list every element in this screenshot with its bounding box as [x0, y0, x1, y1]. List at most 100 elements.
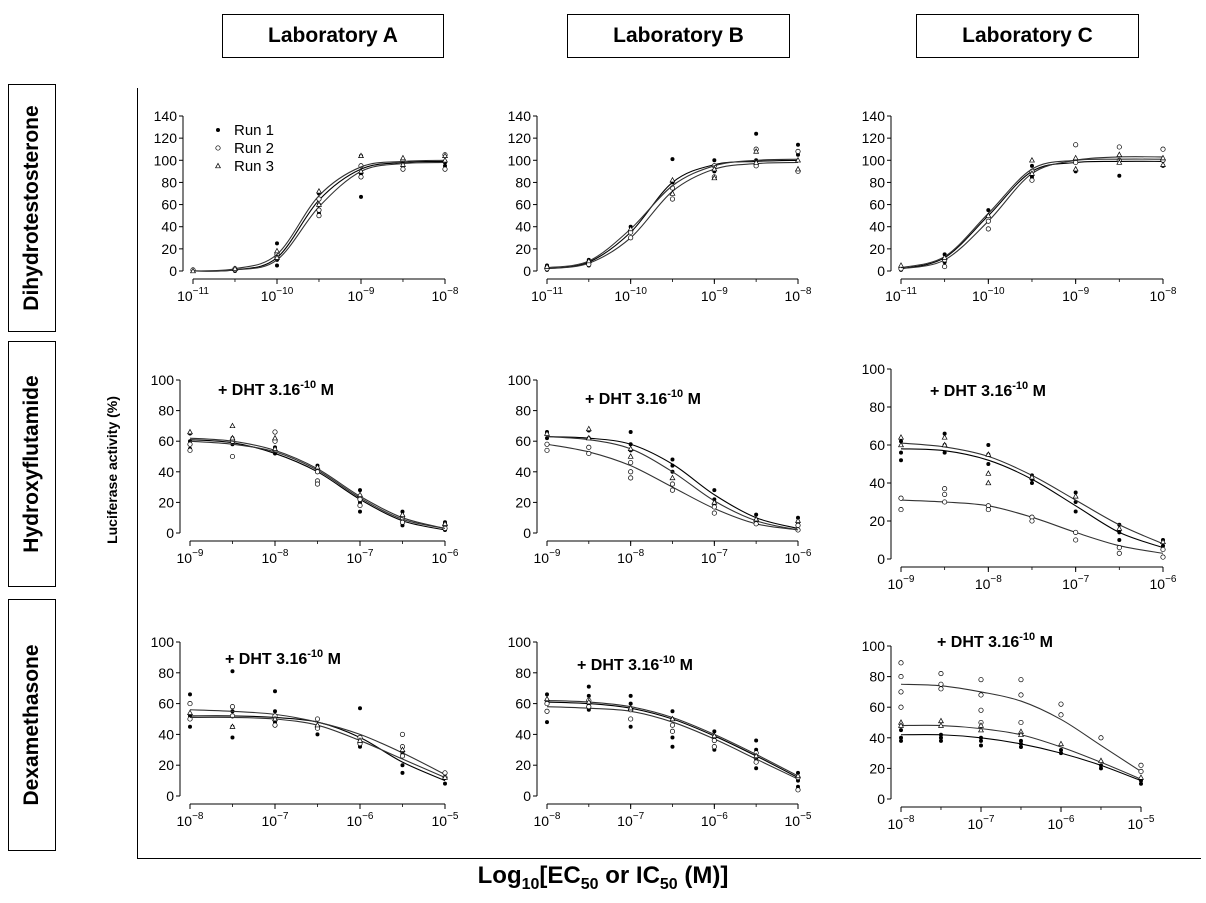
panel-dihydrotestosterone-b: 0 20 40 60 80 100 120 140 10−11 10−10 10−9 10−8 [508, 108, 812, 304]
row-header-hydroxyflutamide: Hydroxyflutamide [8, 341, 56, 587]
data-point-run-3 [1160, 154, 1166, 161]
data-point-run-2 [1029, 177, 1035, 183]
data-point-run-2 [985, 226, 991, 232]
data-point-run-2 [442, 166, 448, 172]
data-point-run-1 [358, 509, 362, 514]
fit-curve-run-1 [546, 159, 799, 270]
y-tick-label: 40 [161, 219, 177, 235]
data-point-run-1 [628, 693, 633, 698]
data-point-run-1 [899, 738, 903, 743]
data-point-run-3 [399, 511, 406, 517]
x-tick-label: 10−7 [1062, 574, 1089, 592]
data-point-run-2 [1160, 546, 1166, 553]
row-header-dihydrotestosterone: Dihydrotestosterone [8, 84, 56, 332]
data-point-run-2 [544, 701, 550, 707]
data-point-run-1 [712, 729, 717, 734]
fit-curve-run-1 [546, 701, 799, 779]
data-point-run-1 [670, 744, 675, 749]
data-point-run-1 [628, 430, 633, 435]
data-point-run-2 [316, 207, 322, 213]
data-point-run-1 [899, 450, 903, 455]
figure-frame-bottom [137, 858, 1201, 859]
data-point-run-3 [585, 434, 592, 441]
panel-dexamethasone-b: 0 20 40 60 80 100 10−8 10−7 10−6 10−5 + DHT 3.16-1… [508, 634, 812, 829]
data-point-run-2 [795, 787, 801, 793]
data-point-run-3 [985, 470, 992, 476]
y-tick-label: 100 [508, 634, 532, 650]
x-tick-label: 10−6 [432, 548, 459, 566]
data-point-run-3 [669, 715, 676, 722]
data-point-run-3 [585, 698, 592, 705]
y-tick-label: 20 [515, 757, 531, 773]
x-tick-label: 10−9 [888, 574, 915, 592]
data-point-run-3 [357, 491, 363, 497]
data-point-run-3 [442, 520, 448, 526]
data-point-run-1 [1018, 744, 1023, 749]
y-tick-label: 0 [169, 263, 177, 279]
y-tick-label: 60 [515, 696, 531, 712]
data-point-run-2 [1073, 529, 1079, 535]
x-tick-label: 10−6 [701, 811, 728, 829]
data-point-run-3 [231, 265, 238, 271]
y-tick-label: 20 [161, 241, 177, 257]
x-tick-label: 10−11 [531, 286, 563, 304]
data-point-run-2 [753, 759, 759, 765]
data-point-run-2 [795, 148, 801, 154]
data-point-run-2 [400, 166, 406, 172]
legend-label: Run 3 [234, 158, 274, 175]
data-point-run-3 [1072, 165, 1079, 172]
data-point-run-2 [711, 738, 717, 744]
y-tick-label: 120 [154, 130, 178, 146]
data-point-run-3 [753, 752, 760, 759]
data-point-run-1 [942, 450, 947, 455]
data-point-run-2 [1138, 768, 1144, 775]
data-point-run-1 [754, 738, 759, 743]
data-point-run-3 [711, 732, 718, 739]
data-point-run-3 [898, 434, 904, 440]
figure-frame-left [137, 88, 138, 858]
data-point-run-3 [314, 721, 321, 728]
data-point-run-1 [188, 692, 192, 697]
y-tick-label: 80 [515, 174, 531, 190]
data-point-run-2 [669, 487, 676, 493]
data-point-run-3 [1160, 161, 1166, 167]
data-point-run-2 [1116, 144, 1122, 150]
data-point-run-1 [230, 735, 235, 740]
data-point-run-1 [586, 684, 591, 689]
data-point-run-1 [670, 463, 675, 468]
x-tick-label: 10−9 [348, 286, 375, 304]
dht-annotation: + DHT 3.16-10 M [225, 648, 341, 668]
data-point-run-3 [1017, 731, 1024, 737]
data-point-run-2 [795, 522, 801, 528]
data-point-run-1 [1073, 509, 1078, 514]
data-point-run-1 [712, 158, 717, 163]
data-point-run-2 [711, 744, 717, 750]
data-point-run-1 [315, 732, 320, 737]
x-tick-label: 10−5 [1128, 814, 1155, 832]
data-point-run-1 [670, 735, 675, 740]
data-point-run-2 [399, 519, 406, 525]
data-point-run-2 [669, 481, 676, 487]
y-tick-label: 60 [869, 197, 885, 213]
data-point-run-3 [941, 441, 948, 448]
y-tick-label: 60 [158, 433, 174, 449]
y-tick-label: 100 [862, 361, 886, 377]
legend-marker-run-2 [215, 145, 221, 151]
x-tick-label: 10−8 [534, 811, 561, 829]
data-point-run-3 [753, 148, 760, 154]
y-tick-label: 0 [877, 551, 885, 567]
data-point-run-2 [628, 475, 634, 481]
data-point-run-2 [358, 174, 364, 180]
data-point-run-1 [1139, 781, 1143, 786]
data-point-run-3 [1028, 156, 1035, 163]
data-point-run-2 [1018, 692, 1024, 698]
panel-dexamethasone-c: 0 20 40 60 80 100 10−8 10−7 10−6 10−5 + DHT 3.16-1… [862, 631, 1155, 832]
data-point-run-2 [942, 486, 948, 492]
data-point-run-3 [229, 434, 236, 441]
data-point-run-2 [1073, 142, 1079, 148]
x-tick-label: 10−10 [972, 286, 1005, 304]
data-point-run-2 [229, 453, 236, 460]
x-tick-label: 10−6 [785, 548, 812, 566]
data-point-run-2 [586, 444, 592, 450]
data-point-run-3 [795, 156, 801, 163]
